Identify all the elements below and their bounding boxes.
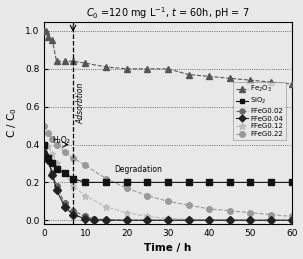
Title: $C_0$ =120 mg L$^{-1}$, $t$ = 60h, pH = 7: $C_0$ =120 mg L$^{-1}$, $t$ = 60h, pH = … <box>86 5 250 21</box>
Text: Degradation: Degradation <box>114 165 162 174</box>
Y-axis label: C / C$_0$: C / C$_0$ <box>5 107 19 138</box>
Text: H₂O₂: H₂O₂ <box>52 136 70 145</box>
X-axis label: Time / h: Time / h <box>144 243 191 254</box>
Text: Adsorbtion: Adsorbtion <box>76 82 85 124</box>
Legend: Fe$_2$O$_3$, SiO$_2$, FFeG0.02, FFeG0.04, FFeG0.12, FFeG0.22: Fe$_2$O$_3$, SiO$_2$, FFeG0.02, FFeG0.04… <box>233 82 286 140</box>
